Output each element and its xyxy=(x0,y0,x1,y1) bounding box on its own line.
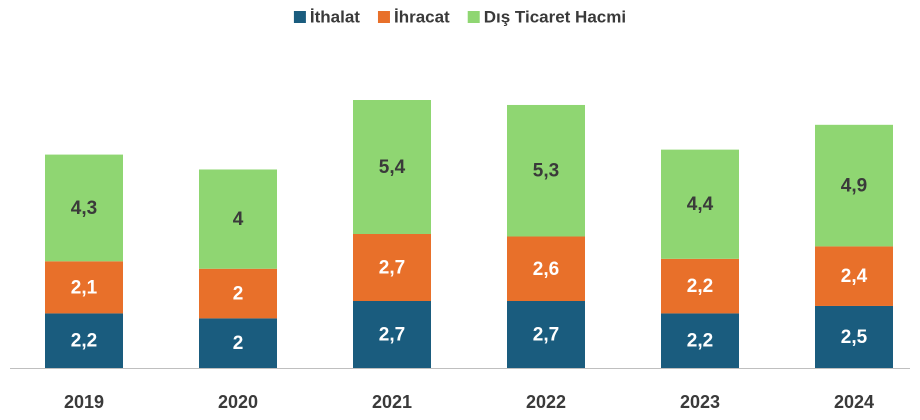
bar-segment xyxy=(815,124,893,247)
value-label: 5,4 xyxy=(379,157,406,178)
legend-swatch xyxy=(377,11,390,23)
x-tick-label: 2023 xyxy=(680,392,720,412)
bar-segment xyxy=(507,301,585,368)
bar-segment xyxy=(661,313,739,368)
value-label: 2,2 xyxy=(71,331,97,352)
value-label: 4,9 xyxy=(841,176,867,197)
bar-segment xyxy=(353,100,431,234)
value-label: 2,2 xyxy=(687,331,713,352)
value-label: 5,3 xyxy=(533,161,559,182)
x-tick-label: 2019 xyxy=(64,392,104,412)
legend-swatch xyxy=(467,11,480,23)
value-label: 2,5 xyxy=(841,327,868,348)
bar-segment xyxy=(45,154,123,262)
value-label: 2,6 xyxy=(533,259,559,280)
bar-segment xyxy=(45,313,123,368)
bar-segment xyxy=(661,149,739,259)
x-tick-label: 2020 xyxy=(218,392,258,412)
legend-swatch xyxy=(293,11,306,23)
bar-segment xyxy=(353,234,431,301)
value-label: 2,4 xyxy=(841,266,868,287)
legend-label: İhracat xyxy=(394,7,450,26)
bar-segment xyxy=(815,305,893,368)
bar-segment xyxy=(45,261,123,314)
x-tick-label: 2022 xyxy=(526,392,566,412)
x-tick-label: 2021 xyxy=(372,392,412,412)
x-tick-label: 2024 xyxy=(834,392,874,412)
legend-label: Dış Ticaret Hacmi xyxy=(484,7,626,26)
value-label: 2 xyxy=(233,284,244,305)
value-label: 2,1 xyxy=(71,277,98,298)
bar-segment xyxy=(507,104,585,237)
value-label: 2,2 xyxy=(687,276,713,297)
bar-segment xyxy=(353,301,431,368)
value-label: 4,3 xyxy=(71,198,97,219)
bar-segment xyxy=(507,236,585,301)
value-label: 2,7 xyxy=(379,258,405,279)
legend-label: İthalat xyxy=(310,7,360,26)
bar-segment xyxy=(199,318,277,368)
value-label: 2,7 xyxy=(379,325,405,346)
value-label: 4,4 xyxy=(687,194,714,215)
bar-segment xyxy=(815,246,893,306)
bar-segment xyxy=(199,268,277,319)
bar-segment xyxy=(661,258,739,314)
bar-segment xyxy=(199,169,277,269)
value-label: 2,7 xyxy=(533,325,559,346)
value-label: 2 xyxy=(233,333,244,354)
value-label: 4 xyxy=(233,209,244,230)
